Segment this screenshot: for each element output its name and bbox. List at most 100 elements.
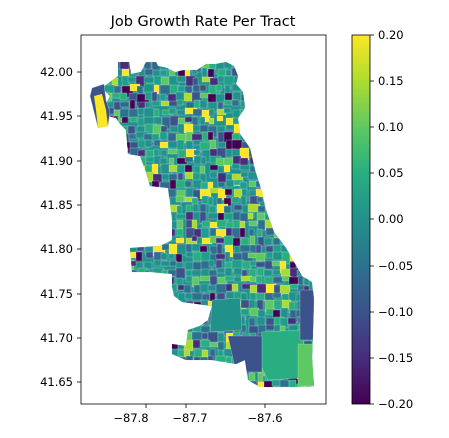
x-tick-label: −87.8 [113,411,148,425]
tract-cell [217,268,225,273]
tract-cell [265,261,273,269]
tract-cell [224,213,234,220]
tract-cell [161,261,171,266]
tract-cell [186,244,192,253]
tract-cell [240,165,250,170]
tract-cell [241,309,249,315]
colorbar: 0.20 0.15 0.10 0.05 0.00 −0.05 −0.10 −0.… [352,28,413,411]
y-tick-label: 41.95 [40,109,73,123]
y-tick-label: 42.00 [40,65,73,79]
tract-cell [226,228,232,236]
tract-cell [130,100,135,109]
tract-cell [208,132,213,140]
tract-cell [240,228,245,237]
tract-cell [280,380,289,387]
tract-cell [224,108,231,113]
tract-cell [218,173,227,183]
tract-cell [242,261,251,269]
colorbar-gradient [352,35,370,404]
y-tick-label: 41.90 [40,154,73,168]
tract-cell [177,76,186,82]
colorbar-tick-label: −0.10 [378,305,413,319]
tract-cell [272,261,280,266]
colorbar-ticks [370,35,374,404]
tract-cell [257,268,264,276]
tract-cell [248,213,253,219]
tract-cell [177,100,183,105]
tract-cell [176,268,185,279]
tract-cell [217,244,222,255]
tract-cell [250,308,259,316]
tract-cell [186,205,191,213]
x-tick-label: −87.7 [172,411,207,425]
tract-cell [258,310,265,318]
tract-cell [225,276,235,281]
tract-cell [210,165,218,170]
tract-cell [202,333,208,339]
tract-cell [200,125,209,132]
tract-cell [224,165,230,172]
tract-cell [202,221,210,227]
tract-cell [241,172,249,177]
tract-cell [226,70,231,76]
tract-cell [240,221,245,228]
tract-cell [169,244,178,254]
colorbar-tick-label: −0.05 [378,259,413,273]
tract-cell [185,157,193,162]
tract-cell [176,238,184,243]
tract-cell [169,254,174,259]
tract-cell [186,141,193,150]
tract-cell [170,116,179,126]
tract-cell [200,100,207,108]
y-tick-label: 41.70 [40,331,73,345]
tract-cell [194,150,200,155]
tract-cell [225,189,232,195]
tract-cell [178,86,186,92]
tract-cell [184,124,193,133]
tract-cell [201,157,206,164]
tract-cell [225,268,232,277]
tract-cell [300,290,314,340]
colorbar-tick-label: 0.10 [378,120,404,134]
tract-cell [257,197,263,202]
tract-cell [202,68,207,77]
tract-cell [193,109,202,116]
tract-cell [201,340,210,347]
colorbar-tick-label: 0.20 [378,28,404,42]
tract-cell [257,229,262,237]
tract-cell [273,293,281,298]
colorbar-tick-label: 0.15 [378,74,404,88]
tract-cell [177,220,183,229]
colorbar-tick-label: 0.00 [378,212,404,226]
y-tick-label: 41.75 [40,287,73,301]
tract-cell [145,140,152,147]
tract-cell [176,214,187,219]
tract-cell [232,197,239,203]
tract-cell [217,116,223,121]
tract-cell [138,150,145,156]
tract-cell [280,285,290,295]
y-tick-label: 41.85 [40,198,73,212]
y-tick-label: 41.65 [40,375,73,389]
tract-cell [193,340,200,348]
tract-cell [130,117,137,122]
chart-title: Job Growth Rate Per Tract [110,14,296,30]
tract-cell [266,252,273,258]
tract-cell [241,300,250,308]
y-tick-label: 41.80 [40,242,73,256]
tract-cell [216,85,222,91]
tract-cell [152,101,160,106]
tract-cell [232,100,239,106]
tract-cell [169,108,176,114]
tract-cell [273,270,280,275]
tract-cell [122,117,128,123]
tract-cell [256,276,262,283]
tract-cell [225,252,230,263]
tract-cell [249,221,257,226]
tract-cell [234,205,243,210]
tract-cell [218,182,225,187]
y-axis: 42.00 41.95 41.90 41.85 41.80 41.75 41.7… [40,65,81,389]
tract-cell [258,206,265,212]
tract-cell [264,270,272,276]
tract-cell [258,373,263,382]
